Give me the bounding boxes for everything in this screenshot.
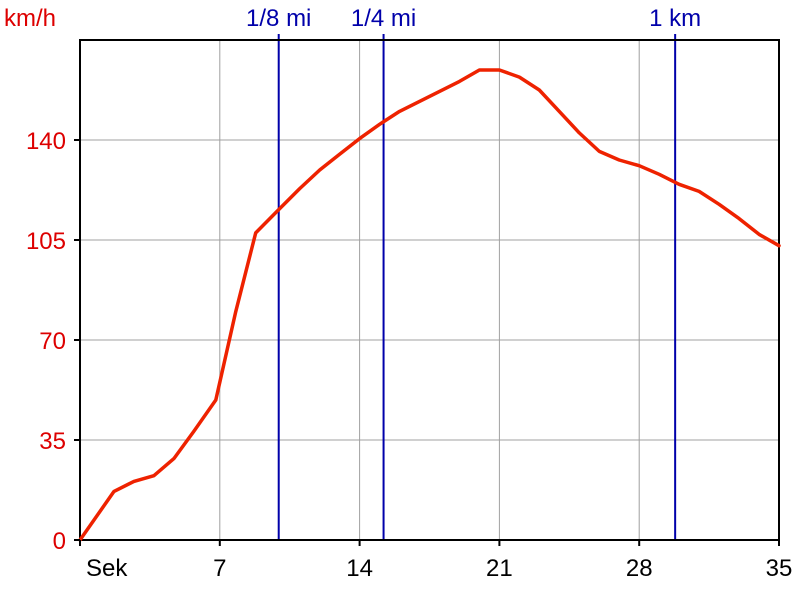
y-tick-label: 35 (39, 428, 66, 455)
distance-marker-label: 1/8 mi (246, 5, 311, 32)
distance-marker-label: 1 km (649, 5, 701, 32)
plot-frame (79, 39, 780, 541)
tick-labels: 0 35 70 105 140 7 14 21 28 35 (26, 128, 792, 582)
x-axis-label: Sek (86, 555, 128, 582)
distance-marker-label: 1/4 mi (351, 5, 416, 32)
y-tick-label: 70 (39, 328, 66, 355)
x-tick-label: 28 (626, 555, 653, 582)
y-tick-label: 105 (26, 228, 66, 255)
y-tick-label: 140 (26, 128, 66, 155)
y-tick-label: 0 (53, 528, 66, 555)
x-tick-label: 14 (346, 555, 373, 582)
distance-markers: 1/8 mi 1/4 mi 1 km (246, 5, 701, 540)
y-axis-label: km/h (4, 5, 56, 32)
x-tick-label: 35 (766, 555, 793, 582)
x-tick-label: 7 (213, 555, 226, 582)
x-tick-label: 21 (486, 555, 513, 582)
grid-lines (80, 40, 779, 540)
